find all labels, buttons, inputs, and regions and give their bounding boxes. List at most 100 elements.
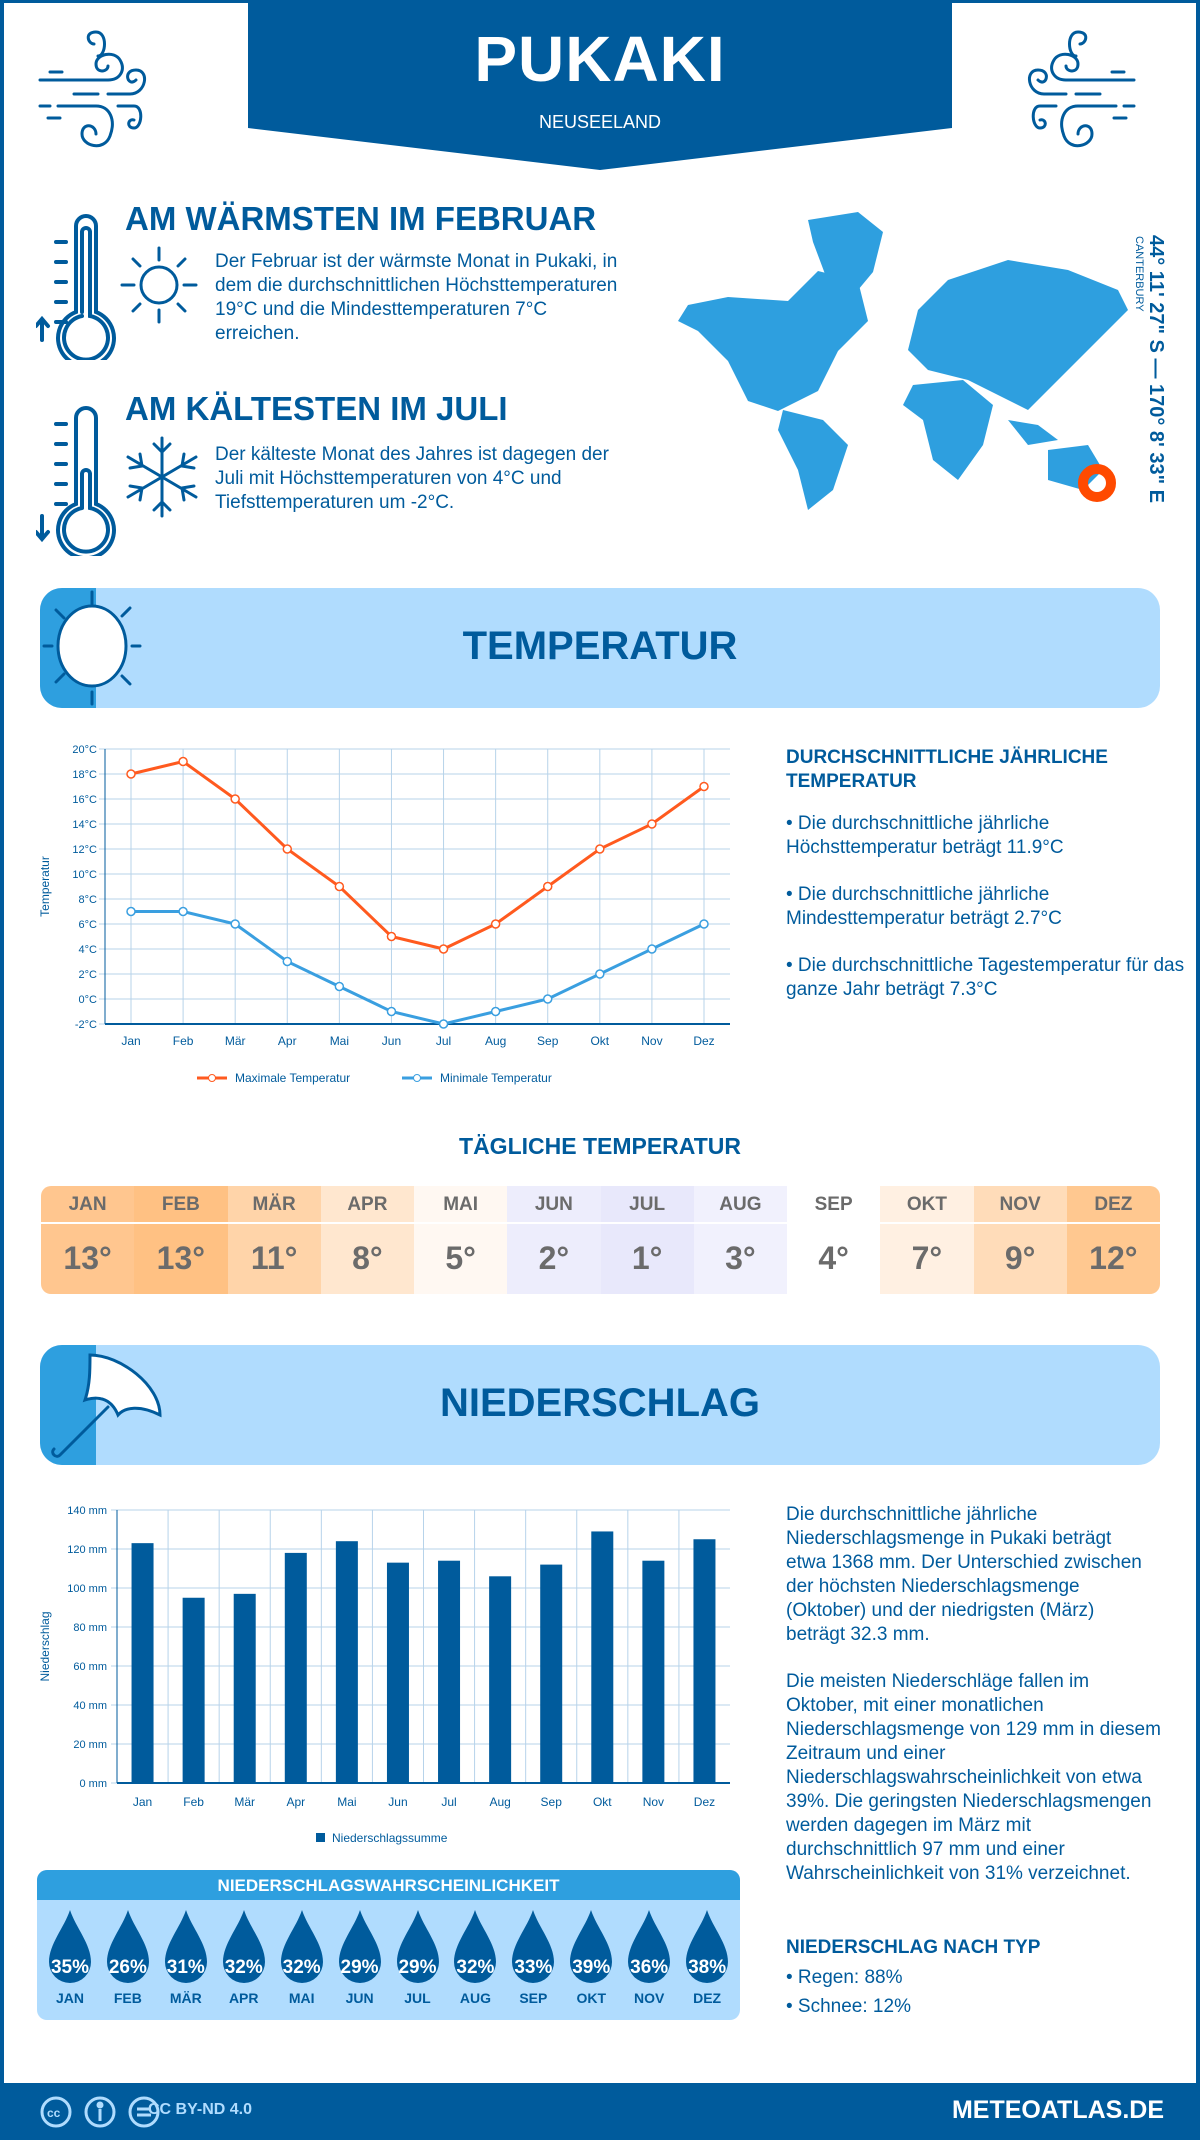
y-tick-label: 20°C	[72, 744, 97, 756]
data-point	[595, 969, 605, 979]
no-derivatives-icon	[128, 2096, 160, 2128]
raindrop-icon	[338, 1910, 381, 1983]
probability-drop: 29% JUN	[331, 1900, 389, 2020]
coldest-text: Der kälteste Monat des Jahres ist dagege…	[215, 444, 609, 513]
x-tick-label: Sep	[537, 1034, 559, 1048]
data-point	[230, 794, 240, 804]
daily-temperature-column: MAI 5°	[414, 1186, 508, 1294]
raindrop-icon	[454, 1910, 497, 1983]
y-axis-title: Niederschlag	[38, 1611, 52, 1681]
data-point	[647, 944, 657, 954]
temperature-value: 4°	[818, 1240, 849, 1276]
data-point	[178, 756, 188, 767]
y-tick-label: 6°C	[79, 919, 98, 931]
y-tick-label: 20 mm	[73, 1739, 107, 1751]
x-tick-label: Feb	[183, 1795, 204, 1809]
temperature-value: 11°	[250, 1240, 298, 1276]
y-axis-title: Temperatur	[38, 856, 52, 917]
attribution-icon	[84, 2096, 116, 2128]
probability-drop: 32% MAI	[273, 1900, 331, 2020]
raindrop-icon	[628, 1910, 671, 1983]
sun-icon	[120, 246, 198, 324]
month-label: DEZ	[1066, 1186, 1160, 1224]
temperature-value: 3°	[725, 1240, 756, 1276]
x-tick-label: Jun	[382, 1034, 401, 1048]
temperature-value: 9°	[1004, 1240, 1036, 1276]
month-label: SEP	[787, 1186, 881, 1224]
x-tick-label: Sep	[541, 1795, 563, 1809]
temperature-bullet-avg: • Die durchschnittliche Tagestemperatur …	[786, 955, 1185, 1000]
raindrop-icon	[570, 1910, 613, 1983]
precipitation-type-snow: • Schnee: 12%	[786, 1996, 911, 2017]
daily-temperature-column: AUG 3°	[693, 1186, 787, 1294]
raindrop-icon	[164, 1910, 207, 1983]
probability-value: 32%	[282, 1957, 321, 1978]
x-tick-label: Mai	[330, 1034, 349, 1048]
probability-drop: 39% OKT	[562, 1900, 620, 2020]
bar	[233, 1593, 256, 1783]
probability-title: NIEDERSCHLAGSWAHRSCHEINLICHKEIT	[37, 1870, 740, 1900]
daily-temperature-column: NOV 9°	[973, 1186, 1067, 1294]
legend-marker	[208, 1074, 216, 1082]
y-tick-label: 120 mm	[67, 1544, 107, 1556]
temperature-title: TEMPERATUR	[462, 624, 738, 668]
y-tick-label: 18°C	[72, 769, 97, 781]
daily-temperature-column: OKT 7°	[880, 1186, 974, 1294]
raindrop-icon	[280, 1910, 323, 1983]
probability-drop: 38% DEZ	[678, 1900, 736, 2020]
x-tick-label: Feb	[173, 1034, 194, 1048]
probability-value: 35%	[50, 1957, 89, 1978]
daily-temperature-column: JAN 13°	[41, 1186, 135, 1294]
probability-value: 31%	[166, 1957, 205, 1978]
month-label: APR	[228, 1990, 259, 2006]
precipitation-banner: NIEDERSCHLAG	[40, 1345, 1160, 1465]
bar	[284, 1552, 307, 1783]
daily-temperature-table: JAN 13° FEB 13° MÄR 11° APR 8° MAI 5° JUN 2° JUL 1° AU…	[41, 1186, 1160, 1294]
y-tick-label: 2°C	[79, 969, 98, 981]
x-tick-label: Mär	[234, 1795, 255, 1809]
probability-drop: 32% AUG	[446, 1900, 504, 2020]
x-tick-label: Dez	[693, 1034, 714, 1048]
license-icons: cc	[40, 2096, 160, 2128]
x-tick-label: Nov	[643, 1795, 664, 1809]
month-label: NOV	[973, 1186, 1067, 1224]
data-point	[282, 844, 293, 854]
header-banner	[248, 0, 952, 170]
daily-temperature-column: DEZ 12°	[1066, 1186, 1160, 1294]
thermometer-up-icon	[36, 214, 116, 360]
raindrop-icon	[396, 1910, 439, 1983]
legend-label: Niederschlagssumme	[332, 1831, 448, 1845]
temperature-value: 13°	[63, 1240, 112, 1276]
y-tick-label: 4°C	[79, 944, 98, 956]
data-point	[230, 919, 240, 929]
probability-drop: 29% JUL	[389, 1900, 447, 2020]
month-label: FEB	[134, 1186, 228, 1224]
y-tick-label: 100 mm	[67, 1583, 107, 1595]
daily-temperature-title: TÄGLICHE TEMPERATUR	[459, 1133, 741, 1159]
data-point	[386, 931, 397, 942]
region-name: CANTERBURY	[1133, 236, 1145, 312]
x-tick-label: Jan	[121, 1034, 140, 1048]
site-link[interactable]: METEOATLAS.DE	[951, 2096, 1164, 2124]
raindrop-icon	[222, 1910, 265, 1983]
month-label: AUG	[693, 1186, 787, 1224]
coldest-heading: AM KÄLTESTEN IM JULI	[125, 390, 508, 427]
month-label: JAN	[55, 1990, 84, 2006]
probability-drop: 26% FEB	[99, 1900, 157, 2020]
y-tick-label: 140 mm	[67, 1505, 107, 1517]
bar	[489, 1576, 512, 1783]
x-tick-label: Apr	[278, 1034, 297, 1048]
x-tick-label: Okt	[590, 1034, 609, 1048]
probability-value: 36%	[630, 1957, 669, 1978]
y-tick-label: 8°C	[79, 894, 98, 906]
thermometer-down-icon	[36, 406, 116, 556]
month-label: OKT	[880, 1186, 974, 1224]
temperature-value: 1°	[631, 1240, 663, 1276]
data-point	[647, 819, 657, 829]
precipitation-text-2: Die meisten Niederschläge fallen im Okto…	[786, 1671, 1161, 1884]
data-point	[282, 956, 293, 967]
data-point	[126, 769, 136, 779]
data-point	[126, 906, 136, 917]
temperature-value: 12°	[1089, 1240, 1138, 1276]
precipitation-probability-panel: NIEDERSCHLAGSWAHRSCHEINLICHKEIT 35% JAN 26…	[37, 1870, 740, 2020]
